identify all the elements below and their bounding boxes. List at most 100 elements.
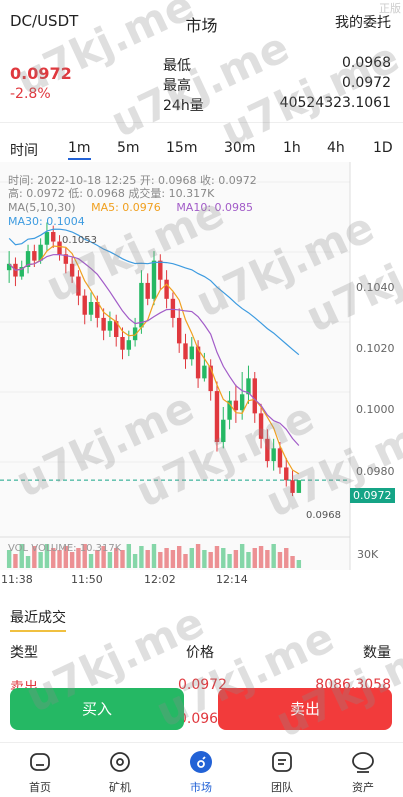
volume-bar bbox=[82, 544, 87, 568]
top-bar: DC/USDT 市场 我的委托 bbox=[0, 0, 403, 44]
trade-price: 0.0972 bbox=[178, 677, 227, 693]
candle-body bbox=[189, 346, 194, 360]
volume-bar bbox=[233, 550, 239, 568]
volume-bar bbox=[202, 550, 207, 568]
volume-bar bbox=[32, 546, 37, 568]
team-icon bbox=[272, 752, 292, 772]
tab-label: 矿机 bbox=[109, 781, 131, 794]
col-amount: 数量 bbox=[363, 645, 391, 661]
sell-button[interactable]: 卖出 bbox=[218, 688, 392, 730]
ma5-value: MA5: 0.0976 bbox=[91, 201, 161, 214]
x-tick: 11:50 bbox=[71, 573, 103, 586]
price-change: -2.8% bbox=[10, 86, 51, 102]
tab-30m[interactable]: 30m bbox=[224, 140, 256, 156]
tab-time[interactable]: 时间 bbox=[10, 143, 38, 159]
tab-1m[interactable]: 1m bbox=[68, 140, 91, 160]
candle-body bbox=[6, 263, 12, 271]
volume-legend: VOL VOLUME: 10.317K bbox=[8, 543, 122, 554]
volume-bar bbox=[6, 550, 12, 568]
candle-body bbox=[271, 448, 276, 462]
volume-bar bbox=[221, 548, 226, 568]
candle-body bbox=[32, 251, 37, 261]
current-price-tag: 0.0972 bbox=[350, 488, 395, 503]
low-label: 最低 bbox=[163, 58, 191, 74]
candle-body bbox=[107, 321, 113, 331]
candle-body bbox=[139, 282, 144, 328]
candle-body bbox=[265, 438, 270, 462]
volume-bar bbox=[107, 552, 113, 568]
volume-bar bbox=[258, 546, 264, 568]
candle-body bbox=[63, 254, 69, 264]
candle-body bbox=[82, 295, 87, 315]
tab-assets[interactable]: 资产 bbox=[333, 743, 393, 797]
volume-bar bbox=[277, 552, 283, 568]
timeframe-tabs: 时间 1m 5m 15m 30m 1h 4h 1D bbox=[0, 138, 403, 162]
candle-body bbox=[246, 378, 251, 395]
volume-bar bbox=[265, 550, 270, 568]
volume-bar bbox=[101, 546, 106, 568]
volume-bar bbox=[139, 546, 144, 568]
trading-pair[interactable]: DC/USDT bbox=[10, 12, 79, 30]
volume-bar bbox=[189, 548, 194, 568]
y-tick: 0.1000 bbox=[356, 403, 395, 416]
volume-bar bbox=[120, 550, 125, 568]
candle-body bbox=[114, 321, 119, 337]
tab-team[interactable]: 团队 bbox=[252, 743, 312, 797]
kline-chart[interactable] bbox=[0, 162, 403, 572]
candle-body bbox=[51, 232, 56, 242]
candle-body bbox=[19, 267, 24, 277]
col-price: 价格 bbox=[186, 645, 214, 661]
y-tick: 0.1040 bbox=[356, 281, 395, 294]
volume-bar bbox=[145, 550, 150, 568]
candle-body bbox=[151, 260, 157, 299]
candle-body bbox=[164, 279, 169, 299]
candle-body bbox=[158, 260, 163, 280]
tab-5m[interactable]: 5m bbox=[117, 140, 140, 156]
volume-bar bbox=[158, 552, 163, 568]
candle-body bbox=[57, 241, 62, 255]
my-orders-link[interactable]: 我的委托 bbox=[335, 15, 391, 31]
volume-tick: 30K bbox=[357, 548, 379, 561]
candle-body bbox=[88, 302, 94, 315]
ma5-line bbox=[8, 245, 300, 475]
volume-bar bbox=[13, 554, 18, 568]
candle-body bbox=[120, 337, 125, 350]
volume-bar bbox=[51, 548, 56, 568]
ma10-line bbox=[8, 254, 300, 446]
tab-market[interactable]: 市场 bbox=[171, 743, 231, 797]
tab-1d[interactable]: 1D bbox=[373, 140, 393, 156]
market-icon bbox=[190, 751, 212, 773]
tab-miner[interactable]: 矿机 bbox=[90, 743, 150, 797]
tab-4h[interactable]: 4h bbox=[327, 140, 345, 156]
volume-bar bbox=[176, 546, 182, 568]
buy-button[interactable]: 买入 bbox=[10, 688, 184, 730]
volume-bar bbox=[88, 554, 94, 568]
ma30-value: MA30: 0.1004 bbox=[8, 215, 85, 228]
volume-bar bbox=[151, 544, 157, 568]
volume-bar bbox=[227, 554, 232, 568]
candle-body bbox=[233, 400, 239, 411]
volume-bar bbox=[214, 546, 220, 568]
tab-home[interactable]: 首页 bbox=[10, 743, 70, 797]
corner-label: 正版 bbox=[379, 2, 401, 15]
tab-15m[interactable]: 15m bbox=[166, 140, 198, 156]
plot-background bbox=[0, 162, 350, 570]
recent-trades-title[interactable]: 最近成交 bbox=[10, 607, 66, 632]
low-value: 0.0968 bbox=[342, 55, 391, 71]
candle-body bbox=[170, 298, 176, 318]
home-icon bbox=[30, 753, 50, 771]
candle-body bbox=[95, 302, 100, 318]
volume-bar bbox=[38, 552, 43, 568]
volume-bar bbox=[170, 550, 176, 568]
volume-bar bbox=[63, 546, 69, 568]
ma10-value: MA10: 0.0985 bbox=[176, 201, 254, 214]
volume-bar bbox=[69, 552, 75, 568]
candle-body bbox=[44, 232, 50, 245]
candle-body bbox=[296, 480, 302, 493]
assets-icon bbox=[352, 752, 374, 773]
tab-1h[interactable]: 1h bbox=[283, 140, 301, 156]
volume-bar bbox=[239, 544, 245, 568]
volume-bar bbox=[195, 544, 201, 568]
min-price-label: 0.0968 bbox=[306, 510, 341, 521]
candle-body bbox=[76, 276, 81, 296]
